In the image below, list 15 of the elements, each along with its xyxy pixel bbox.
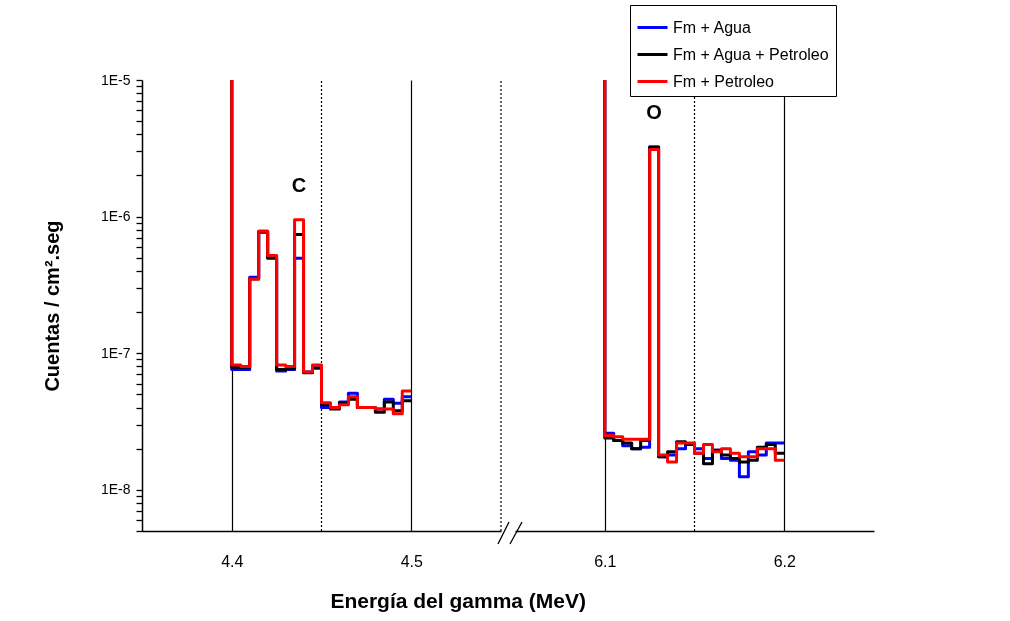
y-tick-label: 1E-7 <box>100 344 131 361</box>
legend-label: Fm + Petroleo <box>673 72 775 90</box>
legend-label: Fm + Agua + Petroleo <box>673 45 829 63</box>
x-axis-title: Energía del gamma (MeV) <box>330 589 586 612</box>
y-tick-label: 1E-5 <box>100 71 131 88</box>
legend-label: Fm + Agua <box>673 18 751 36</box>
x-tick-label: 6.1 <box>594 552 617 570</box>
x-tick-label: 4.4 <box>221 552 244 570</box>
x-tick-label: 4.5 <box>400 552 423 570</box>
x-tick-label: 6.2 <box>773 552 796 570</box>
y-tick-label: 1E-8 <box>100 481 131 498</box>
y-tick-label: 1E-6 <box>100 208 131 225</box>
annotation: O <box>646 100 662 123</box>
y-axis-title: Cuentas / cm².seg <box>40 220 63 392</box>
annotation: C <box>291 173 307 196</box>
